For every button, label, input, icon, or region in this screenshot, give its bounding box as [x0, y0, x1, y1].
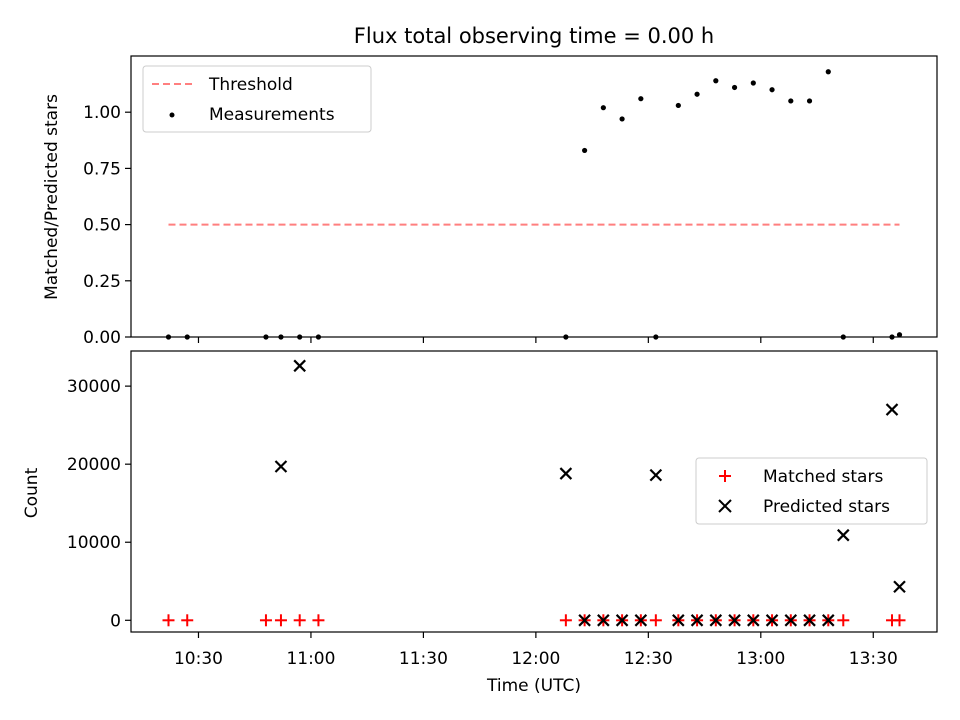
- x-tick-label: 11:00: [286, 649, 335, 669]
- measurement-point: [675, 102, 681, 109]
- predicted-star-point: [765, 614, 779, 627]
- legend-predicted-swatch: [718, 499, 732, 513]
- predicted-star-point: [784, 614, 798, 627]
- bottom-y-tick-label: 30000: [67, 377, 121, 397]
- measurement-point: [750, 80, 756, 86]
- x-tick-label: 12:00: [511, 649, 560, 669]
- measurement-point: [600, 105, 606, 111]
- chart-title: Flux total observing time = 0.00 h: [354, 24, 714, 48]
- matched-star-point: [893, 614, 906, 627]
- bottom-plot-area: [162, 359, 906, 627]
- top-y-tick-label: 0.25: [83, 272, 121, 292]
- matched-star-point: [162, 614, 175, 627]
- bottom-legend-box: [695, 457, 928, 525]
- predicted-star-point: [615, 614, 629, 627]
- matched-star-point: [312, 614, 325, 627]
- bottom-y-axis-label: Count: [22, 467, 42, 518]
- predicted-star-point: [822, 614, 835, 627]
- measurement-point: [825, 69, 831, 75]
- predicted-star-point: [274, 460, 288, 473]
- predicted-star-point: [690, 614, 704, 627]
- matched-star-point: [181, 614, 194, 627]
- x-tick-label: 13:00: [736, 649, 785, 669]
- top-y-axis-label: Matched/Predicted stars: [42, 94, 62, 300]
- top-axes-frame: [130, 55, 938, 338]
- predicted-star-point: [893, 580, 906, 594]
- matched-star-point: [293, 614, 306, 627]
- measurement-point: [788, 98, 794, 104]
- matched-star-point: [559, 614, 572, 627]
- predicted-star-point: [672, 614, 685, 627]
- top-y-ticks: 0.00 0.25 0.50 0.75 1.00: [83, 103, 131, 348]
- measurement-point: [769, 87, 775, 93]
- top-x-ticks: [197, 337, 874, 343]
- top-y-tick-label: 1.00: [83, 103, 121, 123]
- x-tick-label: 13:30: [849, 649, 898, 669]
- predicted-star-point: [885, 403, 899, 416]
- predicted-star-point: [837, 528, 850, 542]
- predicted-star-point: [728, 614, 741, 627]
- measurement-point: [896, 332, 903, 338]
- top-legend-box: [142, 65, 372, 133]
- bottom-y-tick-label: 20000: [67, 455, 121, 475]
- bottom-x-ticks: 10:30 11:00 11:30 12:00 12:30 13:00 13:30: [174, 632, 898, 669]
- x-axis-label: Time (UTC): [486, 676, 581, 696]
- bottom-legend: Matched stars Predicted stars: [695, 457, 928, 525]
- matched-star-point: [837, 614, 850, 627]
- measurement-point: [582, 147, 588, 154]
- top-y-tick-label: 0.75: [83, 159, 121, 179]
- top-y-tick-label: 0.50: [83, 216, 121, 236]
- predicted-star-point: [293, 359, 306, 373]
- matched-star-point: [274, 614, 287, 627]
- predicted-star-point: [578, 614, 591, 627]
- measurement-point: [619, 116, 625, 122]
- measurement-point: [731, 84, 738, 91]
- predicted-star-point: [559, 467, 573, 480]
- x-tick-label: 11:30: [399, 649, 448, 669]
- legend-matched-label: Matched stars: [763, 467, 883, 487]
- legend-threshold-label: Threshold: [208, 75, 293, 95]
- legend-measurements-swatch: [169, 112, 175, 118]
- predicted-star-point: [709, 614, 723, 627]
- top-legend: Threshold Measurements: [142, 65, 372, 133]
- predicted-star-point: [649, 468, 663, 482]
- predicted-star-point: [747, 614, 760, 627]
- x-tick-label: 12:30: [624, 649, 673, 669]
- bottom-y-tick-label: 10000: [67, 533, 121, 553]
- matched-star-point: [649, 614, 662, 627]
- predicted-star-point: [597, 614, 610, 627]
- matched-star-point: [259, 614, 272, 627]
- predicted-star-point: [634, 614, 648, 627]
- top-panel: 0.00 0.25 0.50 0.75 1.00 Matched/Predicted s…: [42, 55, 938, 348]
- legend-predicted-label: Predicted stars: [763, 497, 890, 517]
- bottom-y-ticks: 0 10000 20000 30000: [67, 377, 131, 631]
- bottom-panel: 0 10000 20000 30000 10:30 11:00 11:30 12:00 12:…: [22, 350, 938, 696]
- bottom-y-tick-label: 0: [110, 611, 121, 631]
- x-tick-label: 10:30: [174, 649, 223, 669]
- measurement-point: [638, 96, 644, 102]
- measurement-point: [694, 91, 700, 97]
- top-y-tick-label: 0.00: [83, 328, 121, 348]
- measurement-point: [806, 98, 813, 104]
- legend-matched-swatch: [719, 470, 731, 482]
- legend-measurements-label: Measurements: [209, 105, 335, 125]
- predicted-star-point: [803, 614, 816, 627]
- measurement-point: [713, 78, 719, 84]
- bottom-axes-frame: [130, 350, 938, 633]
